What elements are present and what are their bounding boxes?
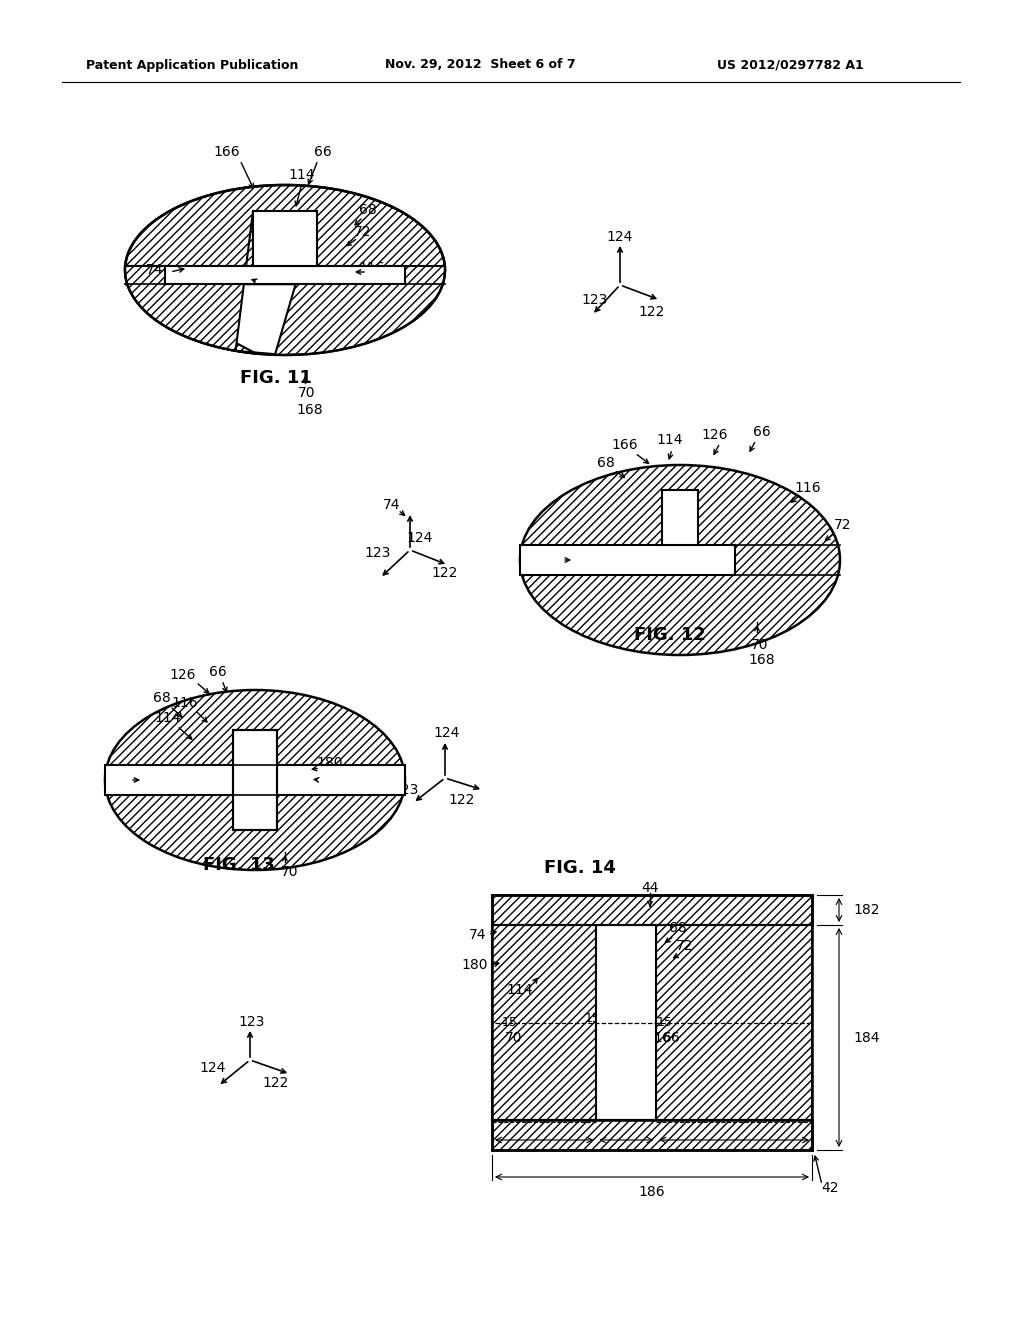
- Text: 166: 166: [214, 145, 241, 158]
- Polygon shape: [253, 211, 317, 267]
- Text: 123: 123: [582, 293, 608, 308]
- Text: FIG. 12: FIG. 12: [634, 626, 706, 644]
- Text: 124: 124: [200, 1061, 226, 1074]
- Text: 74: 74: [110, 774, 127, 787]
- Text: 66: 66: [209, 665, 227, 678]
- Text: 70: 70: [298, 385, 315, 400]
- Text: 68: 68: [154, 690, 171, 705]
- Text: 126: 126: [701, 428, 728, 442]
- Text: 116: 116: [358, 261, 385, 275]
- Text: 72: 72: [322, 771, 339, 785]
- Text: 184: 184: [854, 1031, 881, 1044]
- Text: 15: 15: [585, 1011, 601, 1024]
- Text: 74: 74: [146, 263, 164, 277]
- Text: 168: 168: [297, 403, 324, 417]
- Text: 68: 68: [359, 203, 377, 216]
- Text: 72: 72: [676, 939, 693, 953]
- Text: 70: 70: [752, 638, 769, 652]
- Text: 124: 124: [407, 531, 433, 545]
- Text: Patent Application Publication: Patent Application Publication: [86, 58, 298, 71]
- Text: 166: 166: [611, 438, 638, 451]
- Text: 123: 123: [239, 1015, 265, 1030]
- Polygon shape: [492, 925, 596, 1119]
- Polygon shape: [233, 730, 278, 830]
- Text: 126: 126: [170, 668, 197, 682]
- Text: 114: 114: [656, 433, 683, 447]
- Polygon shape: [492, 1119, 812, 1150]
- Polygon shape: [275, 211, 445, 355]
- Text: 124: 124: [434, 726, 460, 741]
- Text: 66: 66: [753, 425, 771, 440]
- Text: 114: 114: [289, 168, 315, 182]
- Text: 122: 122: [639, 305, 666, 319]
- Polygon shape: [596, 925, 656, 1119]
- Text: 44: 44: [641, 880, 658, 895]
- Text: 72: 72: [354, 224, 372, 239]
- Text: 122: 122: [449, 793, 475, 807]
- Text: Nov. 29, 2012  Sheet 6 of 7: Nov. 29, 2012 Sheet 6 of 7: [385, 58, 575, 71]
- Ellipse shape: [520, 465, 840, 655]
- Polygon shape: [105, 766, 406, 795]
- Text: 116: 116: [795, 480, 821, 495]
- Text: 116: 116: [646, 1031, 673, 1045]
- Text: 15: 15: [657, 1015, 673, 1028]
- Text: 124: 124: [607, 230, 633, 244]
- Text: 70: 70: [505, 1031, 522, 1045]
- Polygon shape: [125, 211, 285, 355]
- Text: 68: 68: [669, 921, 687, 935]
- Text: 180: 180: [316, 756, 343, 770]
- Polygon shape: [656, 925, 812, 1119]
- Text: US 2012/0297782 A1: US 2012/0297782 A1: [717, 58, 863, 71]
- Text: 123: 123: [393, 783, 419, 797]
- Text: 72: 72: [835, 517, 852, 532]
- Text: FIG. 14: FIG. 14: [544, 859, 615, 876]
- Text: 74: 74: [383, 498, 400, 512]
- Text: 122: 122: [263, 1076, 289, 1090]
- Text: FIG. 11: FIG. 11: [240, 370, 312, 387]
- Text: FIG. 13: FIG. 13: [203, 855, 274, 874]
- Text: 70: 70: [282, 865, 299, 879]
- Text: 186: 186: [639, 1185, 666, 1199]
- Text: 122: 122: [432, 566, 458, 579]
- Polygon shape: [662, 490, 698, 545]
- Polygon shape: [492, 895, 812, 925]
- Text: 114: 114: [155, 711, 181, 725]
- Text: 116: 116: [172, 696, 199, 710]
- Polygon shape: [520, 545, 735, 576]
- Text: 66: 66: [663, 1031, 680, 1045]
- Text: 180: 180: [462, 958, 488, 972]
- Text: 74: 74: [544, 553, 562, 568]
- Text: 114: 114: [507, 983, 534, 997]
- Text: 182: 182: [854, 903, 881, 917]
- Text: 66: 66: [314, 145, 332, 158]
- Text: 123: 123: [365, 546, 391, 560]
- Text: 15: 15: [502, 1015, 518, 1028]
- Text: 168: 168: [749, 653, 775, 667]
- Ellipse shape: [105, 690, 406, 870]
- Polygon shape: [125, 185, 445, 284]
- Text: 68: 68: [597, 455, 614, 470]
- Text: 74: 74: [469, 928, 486, 942]
- Polygon shape: [125, 267, 260, 354]
- Polygon shape: [165, 267, 406, 284]
- Text: 42: 42: [821, 1181, 839, 1195]
- Text: 170: 170: [245, 268, 271, 282]
